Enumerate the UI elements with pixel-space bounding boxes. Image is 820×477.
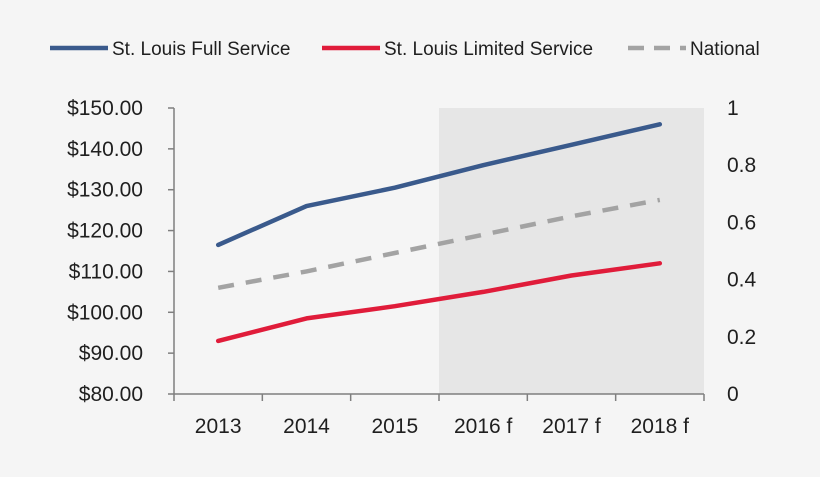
right-tick-label: 0.2 xyxy=(727,326,756,349)
right-tick-label: 1 xyxy=(727,97,739,120)
x-axis: 2013 2014 2015 2016 f 2017 f 2018 f xyxy=(173,393,705,438)
left-tick-label: $140.00 xyxy=(67,138,143,161)
right-tick-label: 0.6 xyxy=(727,211,756,234)
series-line xyxy=(217,197,661,291)
x-tick-label: 2018 f xyxy=(631,415,690,438)
x-tick-label: 2017 f xyxy=(542,415,601,438)
x-tick-label: 2016 f xyxy=(454,415,513,438)
forecast-shading xyxy=(439,108,704,394)
x-tick-label: 2014 xyxy=(283,415,330,438)
left-tick-label: $130.00 xyxy=(67,179,143,202)
series-line xyxy=(215,261,663,344)
series-layer xyxy=(215,122,663,344)
right-tick-label: 0.4 xyxy=(727,269,757,292)
left-tick-label: $80.00 xyxy=(79,383,143,406)
series-line xyxy=(215,122,663,248)
right-tick-label: 0 xyxy=(727,383,739,406)
legend: St. Louis Full Service St. Louis Limited … xyxy=(50,39,760,60)
left-y-axis: $150.00 $140.00 $130.00 $120.00 $110.00 $100.… xyxy=(67,97,175,406)
left-tick-label: $110.00 xyxy=(69,260,143,283)
right-tick-label: 0.8 xyxy=(727,154,756,177)
left-tick-label: $150.00 xyxy=(67,97,143,120)
right-y-axis: 1 0.8 0.6 0.4 0.2 0 xyxy=(727,97,757,406)
left-tick-label: $100.00 xyxy=(67,301,143,324)
left-tick-label: $120.00 xyxy=(67,220,143,243)
legend-label: National xyxy=(690,39,760,60)
x-tick-label: 2015 xyxy=(371,415,418,438)
left-tick-label: $90.00 xyxy=(79,342,143,365)
legend-label: St. Louis Full Service xyxy=(112,39,290,60)
x-tick-label: 2013 xyxy=(195,415,242,438)
legend-label: St. Louis Limited Service xyxy=(384,39,593,60)
